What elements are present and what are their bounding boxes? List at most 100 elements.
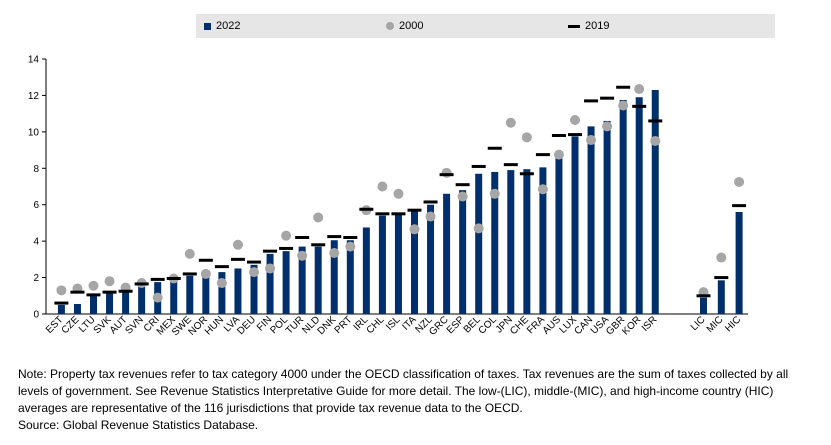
- bar-ltu: [90, 294, 97, 314]
- x-tick-label-mic: MIC: [705, 314, 726, 335]
- bar-isr: [651, 89, 659, 314]
- legend-dash-swatch: [568, 24, 580, 28]
- bar-mex: [170, 277, 178, 314]
- legend-item-2000: 2000: [386, 14, 423, 38]
- legend: 2022 2000 2019: [196, 14, 775, 38]
- point-2000-grc: [441, 167, 452, 178]
- point-2000-gbr: [618, 100, 629, 111]
- bar-chl: [378, 215, 386, 314]
- bar-isl: [394, 212, 402, 314]
- point-2000-bel: [473, 223, 484, 234]
- bar-mic: [717, 280, 725, 314]
- point-2000-hic: [734, 176, 745, 187]
- point-2000-prt: [345, 241, 356, 252]
- bar-che: [523, 169, 531, 314]
- legend-dot-swatch: [386, 22, 394, 30]
- point-2000-lva: [232, 239, 243, 250]
- bar-bel: [475, 173, 483, 314]
- bar-hun: [218, 272, 226, 314]
- legend-item-2019: 2019: [568, 14, 609, 38]
- point-2000-mic: [716, 252, 727, 263]
- bar-aut: [122, 291, 130, 314]
- bar-hic: [735, 212, 743, 314]
- bar-grc: [443, 193, 451, 314]
- y-tick-label: 2: [33, 273, 39, 284]
- legend-item-2022: 2022: [204, 14, 240, 38]
- bar-lux: [571, 136, 579, 314]
- bar-lic: [700, 297, 707, 314]
- point-2000-nor: [200, 268, 211, 279]
- y-tick-label: 4: [33, 237, 39, 248]
- point-2000-dnk: [329, 247, 340, 258]
- bar-jpn: [507, 170, 515, 314]
- point-2000-nld: [313, 212, 324, 223]
- point-2000-pol: [281, 230, 292, 241]
- point-2000-tur: [297, 250, 308, 261]
- x-tick-label-isr: ISR: [640, 314, 660, 334]
- point-2000-esp: [457, 191, 468, 202]
- point-2000-che: [521, 132, 532, 143]
- y-tick-label: 6: [33, 200, 39, 211]
- bar-ita: [411, 209, 418, 314]
- legend-label-2019: 2019: [585, 20, 610, 32]
- point-2000-jpn: [505, 117, 516, 128]
- point-2000-cri: [152, 292, 163, 303]
- point-2000-nzl: [425, 211, 436, 222]
- bar-prt: [346, 240, 354, 314]
- bar-svk: [106, 293, 114, 314]
- point-2000-swe: [184, 248, 195, 259]
- bar-gbr: [619, 99, 627, 314]
- legend-label-2000: 2000: [399, 20, 424, 32]
- point-2000-deu: [249, 267, 259, 278]
- bar-pol: [282, 251, 290, 314]
- bar-can: [587, 126, 595, 315]
- point-2000-can: [586, 135, 597, 146]
- y-tick-label: 10: [28, 127, 40, 138]
- point-2000-isl: [393, 188, 404, 199]
- point-2000-hun: [216, 278, 227, 289]
- bar-est: [57, 304, 65, 314]
- bar-aus: [555, 158, 563, 314]
- point-2000-svk: [104, 276, 115, 287]
- point-2000-lux: [570, 115, 580, 126]
- y-tick-label: 8: [33, 164, 39, 175]
- bar-deu: [250, 264, 258, 314]
- x-tick-label-lic: LIC: [689, 314, 708, 333]
- bar-usa: [603, 120, 611, 314]
- point-2000-kor: [634, 84, 645, 95]
- bar-fra: [539, 167, 547, 314]
- bar-swe: [186, 275, 194, 314]
- point-2000-ita: [409, 224, 420, 235]
- legend-label-2022: 2022: [216, 20, 241, 32]
- point-2000-usa: [602, 121, 613, 132]
- bar-chart: 02468101214ESTCZELTUSVKAUTSVNCRIMEXSWENO…: [28, 55, 748, 338]
- chart-note: Note: Property tax revenues refer to tax…: [18, 366, 808, 434]
- bar-fin: [266, 253, 274, 314]
- bar-nld: [314, 246, 322, 314]
- bar-svn: [138, 286, 146, 314]
- bar-lva: [234, 268, 242, 314]
- point-2000-chl: [377, 181, 388, 192]
- bar-nor: [202, 273, 210, 314]
- y-tick-label: 0: [33, 310, 39, 321]
- source-text: Source: Global Revenue Statistics Databa…: [18, 418, 259, 432]
- point-2000-fra: [537, 184, 548, 195]
- y-tick-label: 12: [28, 91, 40, 102]
- bar-esp: [459, 190, 467, 314]
- legend-bar-swatch: [204, 22, 211, 30]
- point-2000-ltu: [88, 280, 99, 291]
- bar-kor: [635, 97, 643, 314]
- x-tick-label-isl: ISL: [384, 314, 403, 333]
- note-text: Note: Property tax revenues refer to tax…: [18, 367, 789, 415]
- point-2000-aus: [553, 149, 564, 160]
- y-tick-label: 14: [28, 55, 40, 66]
- x-tick-label-hic: HIC: [723, 314, 743, 334]
- point-2000-est: [56, 285, 67, 296]
- point-2000-isr: [650, 135, 661, 146]
- bar-nzl: [427, 204, 435, 314]
- bar-irl: [362, 227, 370, 314]
- bar-tur: [298, 246, 306, 314]
- point-2000-fin: [265, 263, 276, 274]
- bar-col: [491, 171, 499, 314]
- bar-dnk: [330, 240, 338, 314]
